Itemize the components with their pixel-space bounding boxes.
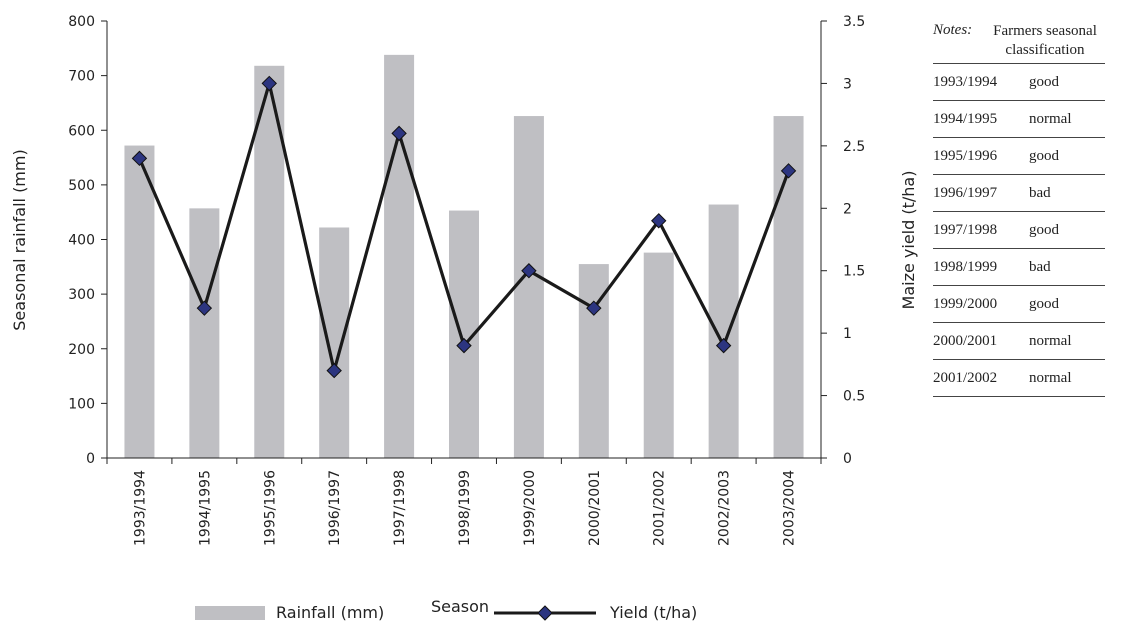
x-tick-label: 1998/1999 bbox=[457, 470, 473, 546]
left-tick-label: 500 bbox=[68, 178, 95, 194]
left-tick-label: 700 bbox=[68, 69, 95, 85]
yield-point bbox=[651, 213, 667, 229]
notes-row: 1998/1999 bad bbox=[933, 249, 1105, 286]
x-tick-label: 1997/1998 bbox=[392, 470, 408, 546]
notes-row: 1996/1997 bad bbox=[933, 175, 1105, 212]
right-tick-label: 2.5 bbox=[843, 139, 865, 155]
yield-point bbox=[391, 125, 407, 142]
left-tick-label: 400 bbox=[68, 233, 95, 249]
line-layer bbox=[131, 75, 797, 379]
yield-point bbox=[715, 337, 732, 354]
notes-label: Notes: bbox=[933, 22, 973, 38]
notes-class: good bbox=[1029, 295, 1059, 312]
left-axis-title: Seasonal rainfall (mm) bbox=[10, 149, 29, 330]
x-tick-label: 1994/1995 bbox=[197, 470, 213, 546]
notes-row: 2001/2002 normal bbox=[933, 360, 1105, 397]
notes-season: 1998/1999 bbox=[933, 258, 998, 275]
x-tick-label: 1993/1994 bbox=[132, 470, 148, 546]
rainfall-bar bbox=[189, 208, 220, 458]
notes-class: normal bbox=[1029, 332, 1072, 349]
notes-class: good bbox=[1029, 221, 1059, 238]
x-tick-label: 2001/2002 bbox=[652, 470, 668, 546]
x-tick-label: 1995/1996 bbox=[262, 470, 278, 546]
notes-class: good bbox=[1029, 147, 1059, 164]
labels-layer: 0 100 200 300 400 500 600 700 800 0 0.5 1 1.5 2 2.5 3 3.… bbox=[68, 14, 865, 546]
right-tick-label: 1.5 bbox=[843, 264, 865, 280]
yield-point bbox=[326, 362, 342, 379]
notes-season: 2001/2002 bbox=[933, 369, 998, 386]
right-tick-label: 3 bbox=[843, 76, 852, 92]
x-tick-label: 2002/2003 bbox=[717, 470, 733, 546]
right-tick-label: 0.5 bbox=[843, 389, 865, 405]
rainfall-bar bbox=[643, 252, 674, 458]
legend-yield-label: Yield (t/ha) bbox=[609, 603, 697, 622]
rainfall-bar bbox=[124, 145, 155, 459]
notes-class: bad bbox=[1029, 258, 1051, 275]
rainfall-bar bbox=[384, 54, 415, 459]
notes-season: 2000/2001 bbox=[933, 332, 998, 349]
rainfall-bar bbox=[708, 204, 739, 458]
notes-season: 1994/1995 bbox=[933, 110, 998, 127]
bars-layer bbox=[124, 54, 804, 459]
notes-season: 1999/2000 bbox=[933, 295, 998, 312]
legend: Rainfall (mm) Yield (t/ha) bbox=[195, 603, 697, 622]
legend-yield-marker bbox=[537, 605, 553, 621]
left-tick-label: 800 bbox=[68, 14, 95, 30]
notes-header: Notes: Farmers seasonal classification bbox=[933, 22, 1105, 64]
yield-point bbox=[261, 75, 277, 92]
x-tick-label: 2000/2001 bbox=[587, 470, 603, 546]
left-tick-label: 200 bbox=[68, 342, 95, 358]
legend-rainfall-label: Rainfall (mm) bbox=[276, 603, 384, 622]
yield-point bbox=[131, 150, 148, 167]
x-tick-label: 2003/2004 bbox=[782, 470, 798, 546]
notes-row: 1993/1994 good bbox=[933, 64, 1105, 101]
notes-row: 1997/1998 good bbox=[933, 212, 1105, 249]
right-tick-label: 1 bbox=[843, 326, 852, 342]
rainfall-bar bbox=[319, 227, 350, 458]
legend-rainfall-swatch-box bbox=[195, 606, 265, 620]
notes-table: Notes: Farmers seasonal classification 1… bbox=[933, 22, 1105, 397]
yield-point bbox=[456, 337, 472, 354]
notes-class: normal bbox=[1029, 110, 1072, 127]
left-tick-label: 100 bbox=[68, 396, 95, 412]
right-tick-label: 2 bbox=[843, 201, 852, 217]
x-tick-label: 1999/2000 bbox=[522, 470, 538, 546]
x-axis-title: Season bbox=[431, 597, 489, 616]
right-tick-label: 3.5 bbox=[843, 14, 865, 30]
notes-season: 1996/1997 bbox=[933, 184, 998, 201]
left-tick-label: 600 bbox=[68, 123, 95, 139]
x-tick-label: 1996/1997 bbox=[327, 470, 343, 546]
notes-row: 1994/1995 normal bbox=[933, 101, 1105, 138]
notes-season: 1995/1996 bbox=[933, 147, 998, 164]
left-tick-label: 0 bbox=[86, 451, 95, 467]
notes-header-text: Farmers seasonal classification bbox=[993, 23, 1097, 58]
left-tick-label: 300 bbox=[68, 287, 95, 303]
notes-row: 1999/2000 good bbox=[933, 286, 1105, 323]
yield-point bbox=[586, 300, 602, 316]
rainfall-bar bbox=[513, 116, 544, 459]
notes-row: 2000/2001 normal bbox=[933, 323, 1105, 360]
right-axis-title: Maize yield (t/ha) bbox=[899, 171, 918, 310]
notes-class: bad bbox=[1029, 184, 1051, 201]
notes-row: 1995/1996 good bbox=[933, 138, 1105, 175]
yield-point bbox=[780, 163, 797, 179]
notes-season: 1997/1998 bbox=[933, 221, 998, 238]
notes-class: good bbox=[1029, 73, 1059, 90]
chart: 0 100 200 300 400 500 600 700 800 0 0.5 1 1.5 2 2.5 3 3.… bbox=[10, 14, 918, 622]
axes-layer bbox=[101, 20, 827, 464]
notes-season: 1993/1994 bbox=[933, 73, 998, 90]
right-tick-label: 0 bbox=[843, 451, 852, 467]
yield-point bbox=[196, 300, 213, 316]
yield-point bbox=[521, 263, 537, 279]
notes-class: normal bbox=[1029, 369, 1072, 386]
